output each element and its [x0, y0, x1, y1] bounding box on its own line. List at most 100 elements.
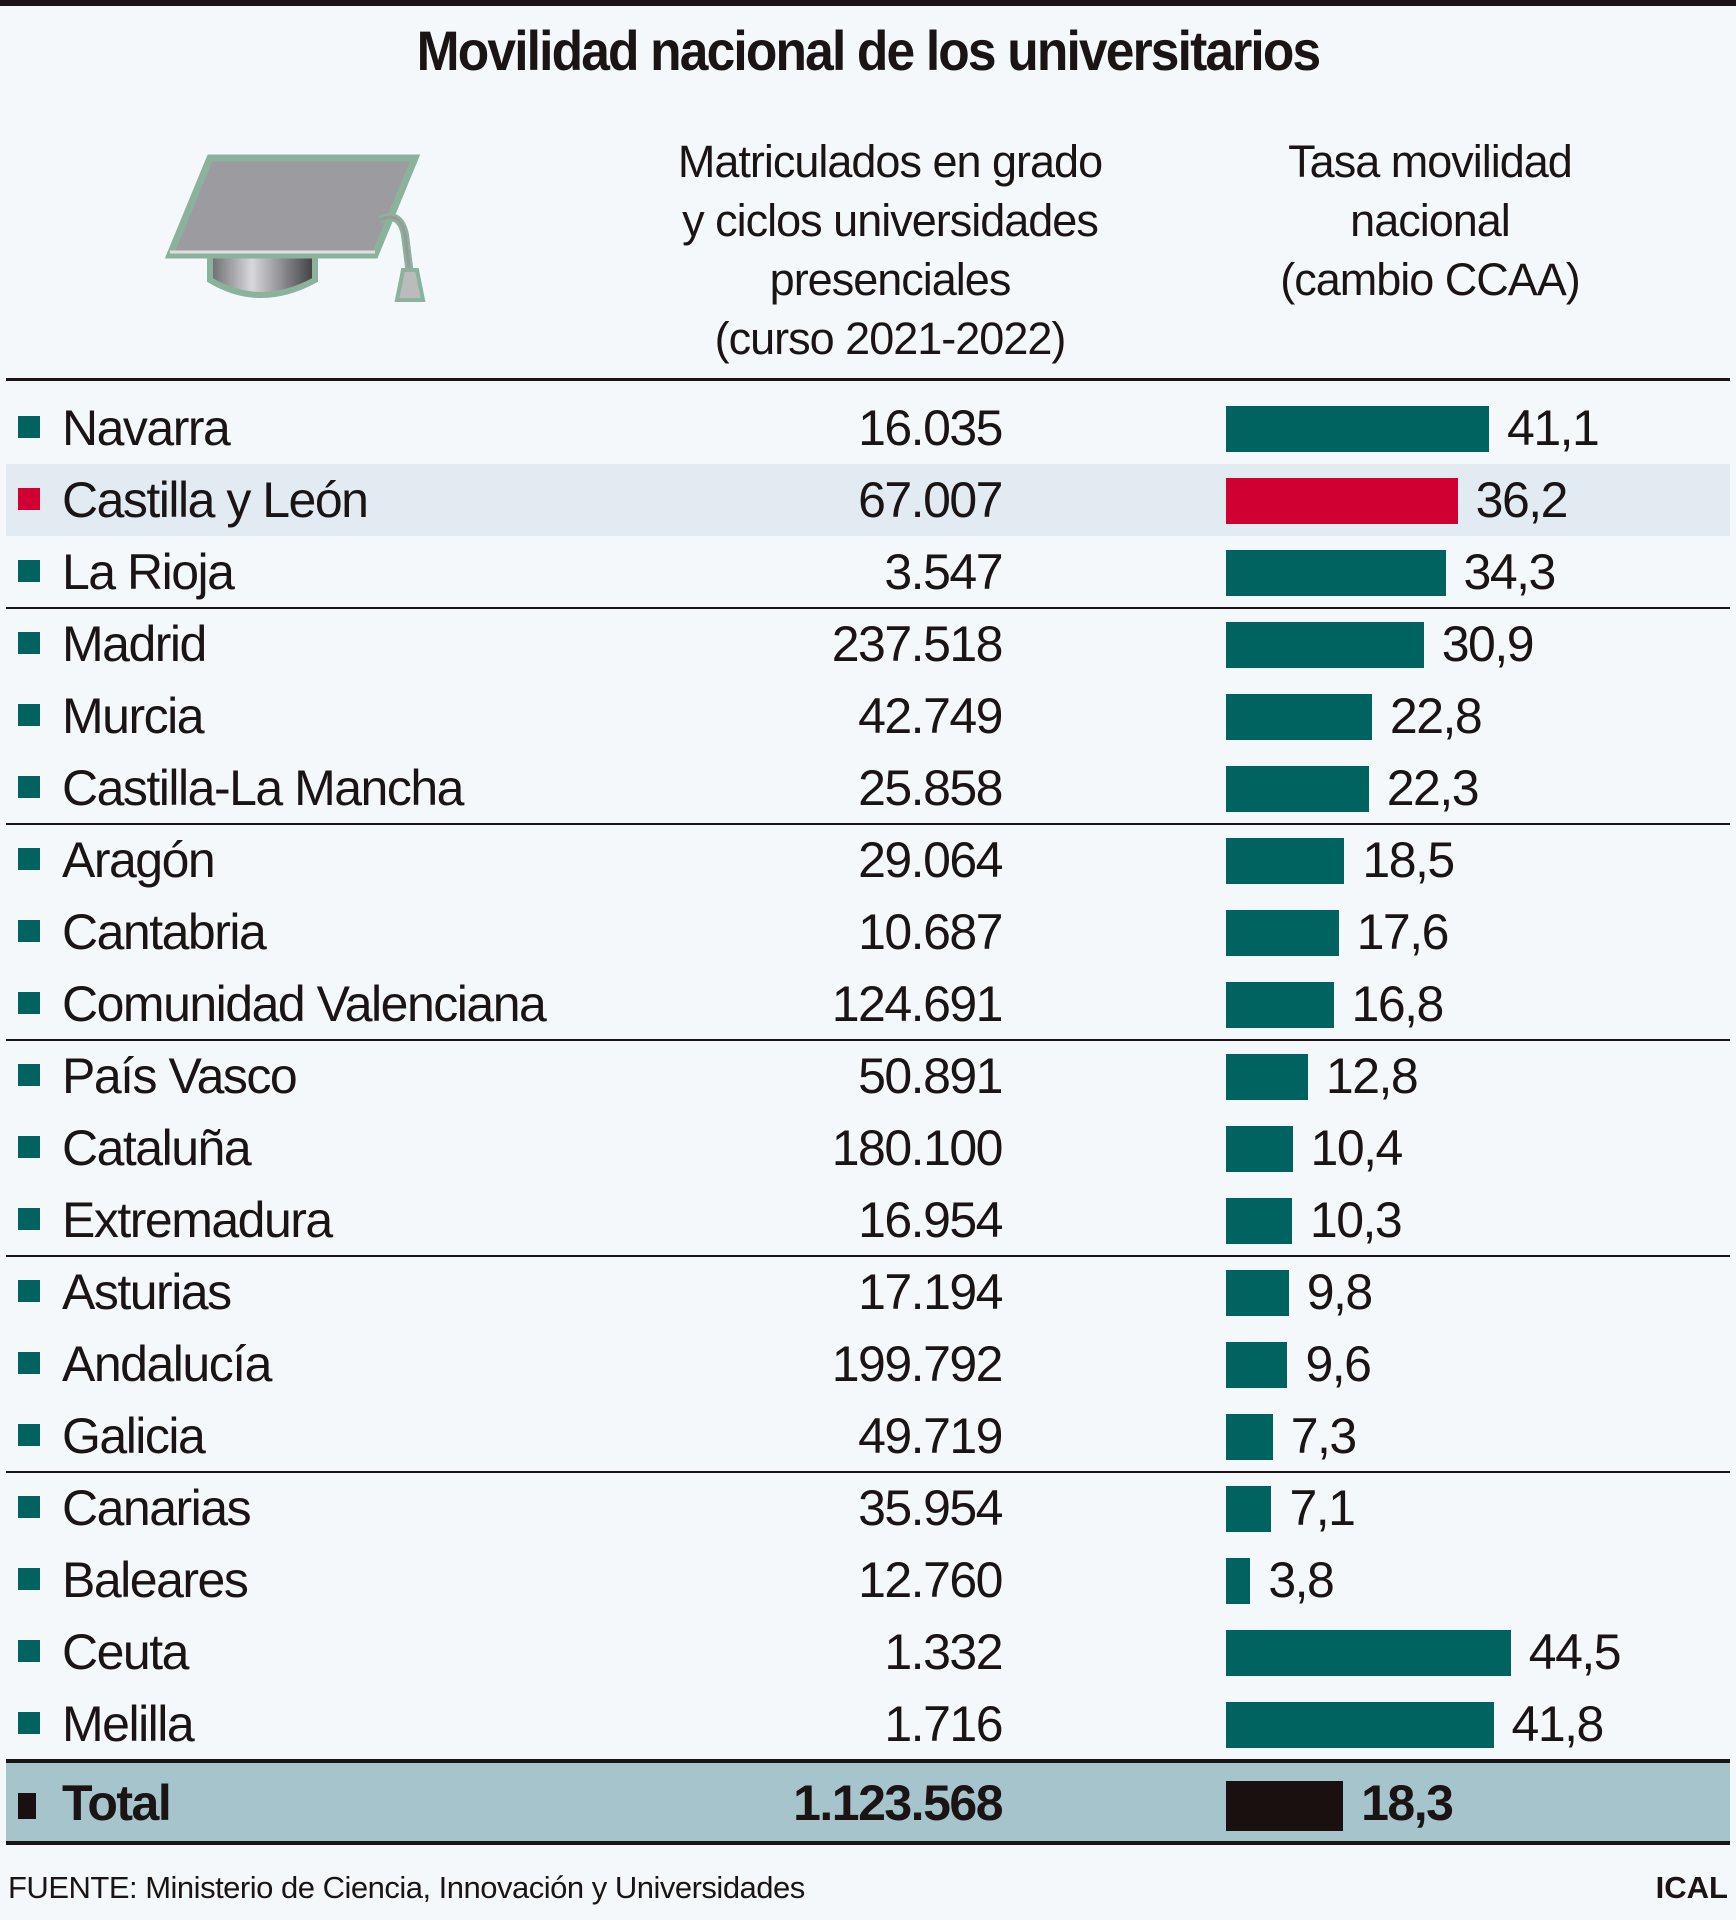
- table-row: Castilla-La Mancha 25.858 22,3: [6, 752, 1730, 824]
- group-divider: [6, 607, 1730, 609]
- legend-square: [18, 416, 40, 438]
- row-enrolled: 12.760: [858, 1552, 1003, 1608]
- table-row: Andalucía 199.792 9,6: [6, 1328, 1730, 1400]
- legend-square: [18, 776, 40, 798]
- bar-value-label: 7,1: [1289, 1480, 1356, 1536]
- legend-square: [18, 1280, 40, 1302]
- bar-value-label: 7,3: [1290, 1408, 1358, 1464]
- bar-value-label: 18,5: [1362, 832, 1455, 888]
- table-row: Asturias 17.194 9,8: [6, 1256, 1730, 1328]
- bar: [1226, 1198, 1292, 1244]
- legend-square: [18, 1793, 36, 1819]
- row-enrolled: 3.547: [884, 544, 1003, 600]
- legend-square: [18, 1496, 40, 1518]
- total-row: Total 1.123.568 18,3: [6, 1759, 1730, 1845]
- source-note: FUENTE: Ministerio de Ciencia, Innovació…: [8, 1870, 805, 1905]
- brand-logo: ICAL: [1655, 1870, 1728, 1905]
- group-divider: [6, 1471, 1730, 1473]
- row-enrolled: 16.954: [858, 1192, 1003, 1248]
- bar: [1226, 838, 1345, 884]
- bar: [1226, 1486, 1272, 1532]
- row-label: País Vasco: [62, 1048, 298, 1104]
- bar-value-label: 16,8: [1351, 976, 1445, 1032]
- legend-square: [18, 560, 40, 582]
- row-enrolled: 67.007: [858, 472, 1003, 528]
- row-label: Castilla y León: [62, 472, 369, 528]
- legend-square: [18, 1352, 40, 1374]
- row-enrolled: 17.194: [858, 1264, 1003, 1320]
- row-enrolled: 49.719: [858, 1408, 1003, 1464]
- table-row: Ceuta 1.332 44,5: [6, 1616, 1730, 1688]
- row-label: Comunidad Valenciana: [62, 976, 547, 1032]
- row-enrolled: 180.100: [831, 1120, 1004, 1176]
- bar: [1226, 910, 1339, 956]
- bar: [1226, 1270, 1289, 1316]
- group-divider: [6, 1255, 1730, 1257]
- bar: [1226, 1558, 1251, 1604]
- table-row: Cantabria 10.687 17,6: [6, 896, 1730, 968]
- row-label: Madrid: [62, 616, 207, 672]
- legend-square: [18, 1424, 40, 1446]
- row-label: Baleares: [62, 1552, 249, 1608]
- row-label: Castilla-La Mancha: [62, 760, 464, 816]
- table-row: Canarias 35.954 7,1: [6, 1472, 1730, 1544]
- row-enrolled: 124.691: [831, 976, 1004, 1032]
- row-label: Cataluña: [62, 1120, 252, 1176]
- bar-value-label: 36,2: [1475, 472, 1569, 528]
- row-enrolled: 42.749: [858, 688, 1003, 744]
- table-row: Galicia 49.719 7,3: [6, 1400, 1730, 1472]
- table-row: Murcia 42.749 22,8: [6, 680, 1730, 752]
- bar-value-label: 44,5: [1528, 1624, 1622, 1680]
- bar: [1226, 478, 1458, 524]
- group-divider: [6, 1039, 1730, 1041]
- bar-value-label: 41,1: [1507, 400, 1600, 456]
- table-row: Melilla 1.716 41,8: [6, 1688, 1730, 1760]
- row-label: Galicia: [62, 1408, 206, 1464]
- header-line: (cambio CCAA): [1280, 254, 1581, 305]
- table-row: Castilla y León 67.007 36,2: [6, 464, 1730, 536]
- bar: [1226, 550, 1446, 596]
- legend-square: [18, 704, 40, 726]
- table-row: Aragón 29.064 18,5: [6, 824, 1730, 896]
- row-label: Extremadura: [62, 1192, 333, 1248]
- row-label: La Rioja: [62, 544, 235, 600]
- row-enrolled: 1.716: [884, 1696, 1003, 1752]
- row-label: Cantabria: [62, 904, 267, 960]
- bar-value-label: 22,3: [1386, 760, 1480, 816]
- graduation-cap-icon: [165, 154, 426, 302]
- bar: [1226, 1054, 1308, 1100]
- header-line: nacional: [1350, 195, 1511, 246]
- header-line: Matriculados en grado: [677, 136, 1103, 187]
- bar-value-label: 41,8: [1511, 1696, 1605, 1752]
- top-border: [0, 0, 1736, 6]
- row-label: Navarra: [62, 400, 231, 456]
- table-row: Navarra 16.035 41,1: [6, 392, 1730, 464]
- row-enrolled: 25.858: [858, 760, 1003, 816]
- bar: [1226, 982, 1334, 1028]
- row-label: Aragón: [62, 832, 216, 888]
- row-label: Total: [62, 1775, 172, 1831]
- row-enrolled: 199.792: [831, 1336, 1004, 1392]
- bar: [1226, 1630, 1511, 1676]
- row-enrolled: 16.035: [858, 400, 1003, 456]
- legend-square: [18, 992, 40, 1014]
- legend-square: [18, 848, 40, 870]
- rate-column-header: Tasa movilidad nacional (cambio CCAA): [1180, 132, 1680, 309]
- chart-title: Movilidad nacional de los universitarios: [416, 19, 1322, 82]
- header-line: (curso 2021-2022): [714, 313, 1067, 364]
- row-enrolled: 50.891: [858, 1048, 1003, 1104]
- bar-value-label: 3,8: [1268, 1552, 1335, 1608]
- bar: [1226, 766, 1369, 812]
- total-value-label: 18,3: [1361, 1775, 1454, 1831]
- row-enrolled: 1.123.568: [793, 1775, 1003, 1831]
- bar: [1226, 1414, 1273, 1460]
- enrolled-column-header: Matriculados en grado y ciclos universid…: [640, 132, 1140, 368]
- group-divider: [6, 823, 1730, 825]
- header-line: presenciales: [769, 254, 1012, 305]
- row-label: Asturias: [62, 1264, 232, 1320]
- row-enrolled: 35.954: [858, 1480, 1003, 1536]
- table-row: Comunidad Valenciana 124.691 16,8: [6, 968, 1730, 1040]
- header-divider: [6, 378, 1730, 381]
- table-row: Extremadura 16.954 10,3: [6, 1184, 1730, 1256]
- table-row: Madrid 237.518 30,9: [6, 608, 1730, 680]
